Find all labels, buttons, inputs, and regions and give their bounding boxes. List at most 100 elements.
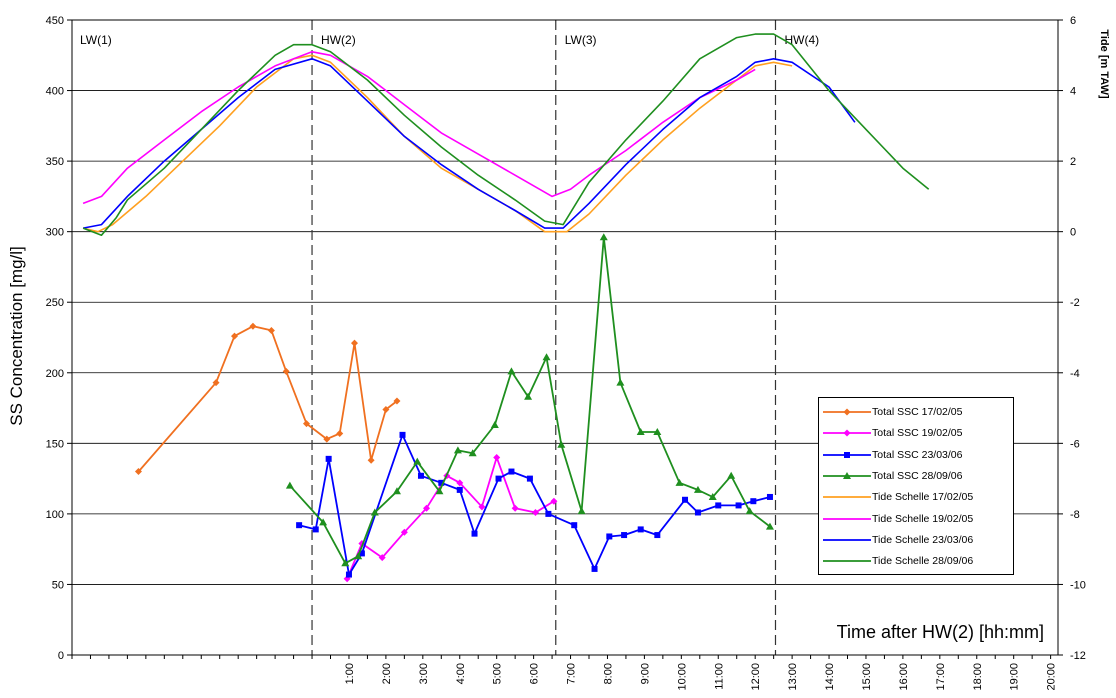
data-point	[354, 552, 363, 560]
x-tick-label: 17:00	[935, 663, 947, 691]
y-tick-label: 150	[46, 438, 64, 450]
legend-label: Tide Schelle 19/02/05	[872, 512, 974, 525]
data-point	[571, 522, 578, 529]
legend-entry: Total SSC 23/03/06	[819, 447, 1013, 463]
series-layer	[82, 33, 930, 583]
data-point	[351, 339, 359, 347]
y-tick-label: 400	[46, 86, 64, 98]
data-point	[230, 332, 238, 340]
y-tick-label: 350	[46, 156, 64, 168]
data-point	[296, 522, 303, 529]
legend-swatch	[823, 496, 871, 499]
data-point	[302, 420, 310, 428]
x-tick-label: 2:00	[381, 663, 393, 684]
y2-tick-label: -10	[1070, 579, 1086, 591]
data-point	[336, 429, 344, 437]
data-point	[456, 479, 464, 487]
data-point	[545, 510, 552, 517]
legend-entry: Tide Schelle 19/02/05	[819, 511, 1013, 527]
legend-label: Tide Schelle 23/03/06	[872, 533, 974, 546]
data-point	[134, 468, 142, 476]
data-point	[693, 485, 702, 493]
data-point	[766, 493, 773, 500]
data-point	[345, 571, 352, 578]
y2-tick-label: -6	[1070, 438, 1080, 450]
data-point	[456, 486, 463, 493]
series-tide-schelle-19-02-05	[82, 50, 756, 205]
data-point	[212, 379, 220, 387]
y-tick-label: 50	[52, 579, 64, 591]
data-point	[675, 478, 684, 486]
x-tick-label: 19:00	[1009, 663, 1021, 691]
series-total-ssc-19-02-05	[343, 453, 558, 583]
y2-axis-title: Tide [m TAW]	[1098, 29, 1110, 99]
data-point	[423, 504, 431, 512]
data-point	[511, 504, 519, 512]
data-point	[557, 440, 566, 448]
legend-swatch	[823, 429, 871, 437]
data-point	[282, 367, 290, 375]
data-point	[493, 453, 501, 461]
y2-tick-label: -2	[1070, 297, 1080, 309]
data-point	[637, 526, 644, 533]
data-point	[843, 408, 851, 416]
y-tick-label: 100	[46, 509, 64, 521]
axis-layer: 0 50 100 150 200 250 300 350 400 450 -12 -10 -8 -6 -4 -…	[46, 15, 1086, 691]
y2-tick-label: 6	[1070, 15, 1076, 27]
y-tick-label: 0	[58, 650, 64, 662]
x-tick-label: 10:00	[676, 663, 688, 691]
phase-label: HW(2)	[321, 33, 356, 47]
data-point	[249, 322, 257, 330]
data-point	[325, 455, 332, 462]
data-point	[468, 449, 477, 457]
y-axis-title: SS Concentration [mg/l]	[7, 246, 26, 426]
series-tide-schelle-28-09-06	[82, 33, 930, 236]
x-tick-label: 14:00	[824, 663, 836, 691]
y-tick-label: 450	[46, 15, 64, 27]
data-point	[621, 532, 628, 539]
legend-entry: Tide Schelle 23/03/06	[819, 532, 1013, 548]
legend-swatch	[823, 538, 871, 541]
x-axis-title: Time after HW(2) [hh:mm]	[837, 622, 1044, 642]
data-point	[478, 503, 486, 511]
plot-frame	[71, 19, 1059, 656]
y-tick-label: 200	[46, 368, 64, 380]
legend-label: Total SSC 28/09/06	[872, 469, 963, 482]
data-point	[495, 475, 502, 482]
data-point	[750, 498, 757, 505]
data-point	[844, 451, 850, 458]
data-point	[285, 481, 294, 489]
legend-entry: Total SSC 19/02/05	[819, 425, 1013, 441]
legend-entry: Total SSC 28/09/06	[819, 468, 1013, 484]
data-point	[524, 392, 533, 400]
data-point	[694, 509, 701, 516]
x-tick-label: 3:00	[418, 663, 430, 684]
data-point	[542, 353, 551, 361]
legend-swatch	[823, 560, 871, 562]
x-tick-label: 20:00	[1046, 663, 1058, 691]
data-point	[358, 550, 365, 557]
data-point	[267, 326, 275, 334]
x-tick-label: 18:00	[972, 663, 984, 691]
legend-label: Total SSC 23/03/06	[872, 448, 963, 461]
data-point	[526, 475, 533, 482]
data-point	[550, 497, 558, 505]
data-point	[507, 367, 516, 375]
data-point	[616, 378, 625, 386]
data-point	[599, 233, 608, 241]
vertical-reference-lines: HW(2) LW(3) HW(4)	[311, 20, 819, 655]
data-point	[715, 502, 722, 509]
data-point	[745, 507, 754, 515]
data-point	[843, 429, 851, 437]
series-line	[346, 456, 555, 580]
data-point	[312, 526, 319, 533]
data-point	[323, 435, 331, 443]
legend-label: Total SSC 19/02/05	[872, 427, 963, 440]
data-point	[682, 496, 689, 503]
data-point	[765, 522, 774, 530]
data-point	[606, 533, 613, 540]
data-point	[413, 457, 422, 465]
x-tick-label: 12:00	[750, 663, 762, 691]
series-line	[137, 325, 398, 473]
x-tick-label: 15:00	[861, 663, 873, 691]
